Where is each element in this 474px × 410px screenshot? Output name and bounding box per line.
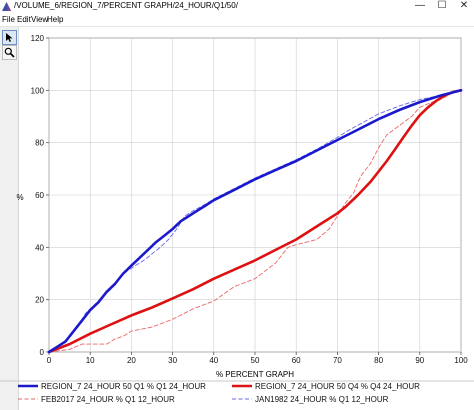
y-tick-label: 100 [31, 86, 45, 95]
menu-bar: File Edit View Help [0, 13, 474, 26]
legend-label-2: REGION_7 24_HOUR 50 Q4 % Q4 24_HOUR [255, 382, 420, 391]
close-button[interactable]: ✕ [459, 0, 469, 11]
menu-view[interactable]: View [31, 15, 49, 24]
series-line-3[interactable] [48, 89, 462, 353]
menu-divider [0, 26, 474, 27]
x-tick-label: 90 [415, 356, 424, 365]
series-lines [47, 89, 463, 354]
menu-help[interactable]: Help [47, 15, 64, 24]
legend: REGION_7 24_HOUR 50 Q1 % Q1 24_HOUR REGIO… [18, 382, 420, 404]
y-tick-label: 40 [35, 243, 44, 252]
window-title: /VOLUME_6/REGION_7/PERCENT GRAPH/24_HOUR… [14, 1, 238, 10]
series-line-4[interactable] [48, 89, 462, 353]
menu-file[interactable]: File [2, 15, 15, 24]
zoom-tool-button[interactable] [2, 45, 17, 60]
x-tick-label: 60 [292, 356, 301, 365]
title-bar: /VOLUME_6/REGION_7/PERCENT GRAPH/24_HOUR… [0, 0, 474, 13]
x-tick-label: 40 [209, 356, 218, 365]
minimize-button[interactable]: — [415, 0, 425, 11]
x-tick-label: 30 [168, 356, 177, 365]
legend-label-4: JAN1982 24_HOUR % Q1 12_HOUR [255, 395, 389, 404]
x-tick-label: 20 [127, 356, 136, 365]
pointer-tool-button[interactable] [2, 30, 17, 45]
x-tick-label: 100 [454, 356, 468, 365]
menu-edit[interactable]: Edit [17, 15, 31, 24]
series-line-1[interactable] [47, 89, 463, 354]
legend-label-1: REGION_7 24_HOUR 50 Q1 % Q1 24_HOUR [41, 382, 206, 391]
x-tick-label: 70 [333, 356, 342, 365]
y-tick-label: 120 [31, 34, 45, 43]
app-icon [2, 2, 11, 11]
y-tick-label: 80 [35, 139, 44, 148]
maximize-button[interactable]: ☐ [437, 0, 447, 11]
x-tick-label: 0 [47, 356, 52, 365]
legend-label-3: FEB2017 24_HOUR % Q1 12_HOUR [41, 395, 175, 404]
series-line-2[interactable] [47, 89, 463, 354]
axis-ticks: 0 10 20 30 40 50 60 70 80 90 100 0 20 40 60 80 100 120 [31, 34, 469, 365]
zoom-icon [4, 47, 15, 58]
y-axis-label: % [16, 193, 23, 202]
x-tick-label: 80 [374, 356, 383, 365]
arrow-pointer-icon [6, 33, 13, 42]
x-tick-label: 10 [86, 356, 95, 365]
x-axis-label: % PERCENT GRAPH [216, 370, 294, 379]
y-tick-label: 60 [35, 191, 44, 200]
y-tick-label: 0 [40, 348, 45, 357]
y-tick-label: 20 [35, 296, 44, 305]
x-tick-label: 50 [251, 356, 260, 365]
tool-palette [0, 27, 19, 410]
